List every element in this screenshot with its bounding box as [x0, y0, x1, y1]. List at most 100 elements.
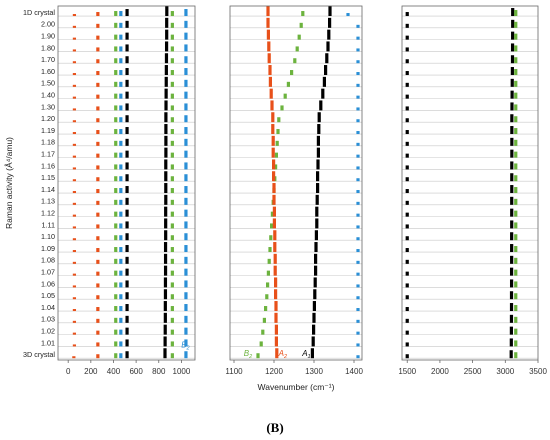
- raman-peak-mark: [184, 20, 188, 28]
- x-tick-label: 2000: [431, 367, 449, 376]
- raman-peak-mark: [114, 22, 118, 28]
- raman-peak-mark: [405, 94, 409, 99]
- raman-peak-mark: [119, 93, 123, 99]
- raman-peak-mark: [164, 112, 168, 123]
- y-axis-title: Raman activity (Å⁴/amu): [4, 137, 14, 229]
- raman-peak-mark: [125, 351, 129, 359]
- raman-peak-mark: [114, 58, 118, 64]
- raman-peak-mark: [271, 147, 275, 158]
- raman-peak-mark: [114, 282, 118, 288]
- raman-peak-mark: [96, 283, 100, 288]
- raman-peak-mark: [165, 17, 169, 28]
- raman-peak-mark: [72, 167, 77, 170]
- raman-peak-mark: [514, 293, 518, 300]
- raman-peak-mark: [96, 106, 100, 111]
- category-label: 1.40: [41, 91, 55, 100]
- raman-peak-mark: [170, 140, 174, 146]
- x-tick-label: 1500: [398, 367, 416, 376]
- peak-label: B2: [244, 349, 252, 360]
- raman-peak-mark: [184, 174, 188, 182]
- raman-peak-mark: [356, 201, 360, 205]
- raman-peak-mark: [272, 218, 276, 229]
- raman-peak-mark: [125, 315, 129, 323]
- raman-peak-mark: [261, 329, 265, 335]
- raman-peak-mark: [405, 71, 409, 76]
- raman-peak-mark: [405, 12, 409, 17]
- raman-peak-mark: [164, 218, 168, 229]
- raman-peak-mark: [119, 258, 123, 264]
- raman-peak-mark: [114, 353, 118, 359]
- raman-peak-mark: [72, 132, 77, 135]
- raman-peak-mark: [119, 211, 123, 217]
- raman-peak-mark: [170, 105, 174, 111]
- raman-peak-mark: [271, 124, 275, 135]
- raman-peak-mark: [72, 49, 77, 52]
- raman-peak-mark: [405, 248, 409, 253]
- raman-peak-mark: [315, 206, 319, 217]
- raman-peak-mark: [184, 351, 188, 359]
- category-label: 1.02: [41, 327, 55, 336]
- raman-peak-mark: [170, 258, 174, 264]
- raman-peak-mark: [317, 112, 321, 123]
- raman-peak-mark: [72, 309, 77, 312]
- raman-peak-mark: [125, 186, 129, 194]
- peak-label: A2: [278, 349, 287, 360]
- raman-peak-mark: [96, 71, 100, 76]
- raman-peak-mark: [356, 178, 360, 182]
- category-label: 1D crystal: [23, 8, 55, 17]
- raman-peak-mark: [114, 270, 118, 276]
- raman-peak-mark: [405, 354, 409, 359]
- raman-peak-mark: [514, 21, 518, 28]
- peak-label-subscript: 2: [248, 354, 252, 360]
- raman-peak-mark: [317, 124, 321, 135]
- raman-peak-mark: [184, 268, 188, 276]
- raman-peak-mark: [125, 339, 129, 347]
- peak-label-letter: B: [244, 349, 250, 358]
- raman-peak-mark: [405, 200, 409, 205]
- raman-peak-mark: [405, 212, 409, 217]
- raman-peak-mark: [510, 244, 514, 253]
- raman-peak-mark: [72, 320, 77, 323]
- category-label: 1.13: [41, 197, 55, 206]
- raman-peak-mark: [184, 233, 188, 241]
- raman-peak-mark: [96, 271, 100, 276]
- raman-peak-mark: [72, 37, 77, 40]
- raman-peak-mark: [283, 93, 287, 99]
- raman-peak-mark: [510, 137, 514, 146]
- raman-peak-mark: [96, 307, 100, 312]
- raman-peak-mark: [356, 166, 360, 170]
- raman-peak-mark: [271, 135, 275, 146]
- raman-peak-mark: [96, 82, 100, 87]
- raman-peak-mark: [72, 297, 77, 300]
- raman-peak-mark: [114, 93, 118, 99]
- raman-peak-mark: [114, 235, 118, 241]
- raman-peak-mark: [356, 249, 360, 253]
- raman-peak-mark: [119, 329, 123, 335]
- raman-peak-mark: [170, 129, 174, 135]
- raman-peak-mark: [356, 319, 360, 323]
- raman-peak-mark: [119, 117, 123, 123]
- raman-peak-mark: [125, 233, 129, 241]
- raman-peak-mark: [170, 317, 174, 323]
- raman-peak-mark: [405, 259, 409, 264]
- annotation-letter: B: [181, 340, 187, 349]
- raman-peak-mark: [514, 116, 518, 123]
- raman-peak-mark: [170, 235, 174, 241]
- raman-peak-mark: [170, 294, 174, 300]
- raman-peak-mark: [119, 353, 123, 359]
- raman-peak-mark: [510, 208, 514, 217]
- raman-peak-mark: [514, 139, 518, 146]
- raman-peak-mark: [170, 176, 174, 182]
- raman-peak-mark: [266, 282, 270, 288]
- raman-peak-mark: [125, 280, 129, 288]
- raman-peak-mark: [114, 117, 118, 123]
- x-tick-label: 1100: [225, 367, 243, 376]
- raman-peak-mark: [316, 171, 320, 182]
- raman-peak-mark: [125, 150, 129, 158]
- annotation-subscript: 2: [186, 345, 190, 351]
- raman-peak-mark: [293, 58, 297, 64]
- raman-peak-mark: [125, 91, 129, 99]
- raman-peak-mark: [514, 328, 518, 335]
- raman-peak-mark: [405, 271, 409, 276]
- raman-peak-mark: [514, 187, 518, 194]
